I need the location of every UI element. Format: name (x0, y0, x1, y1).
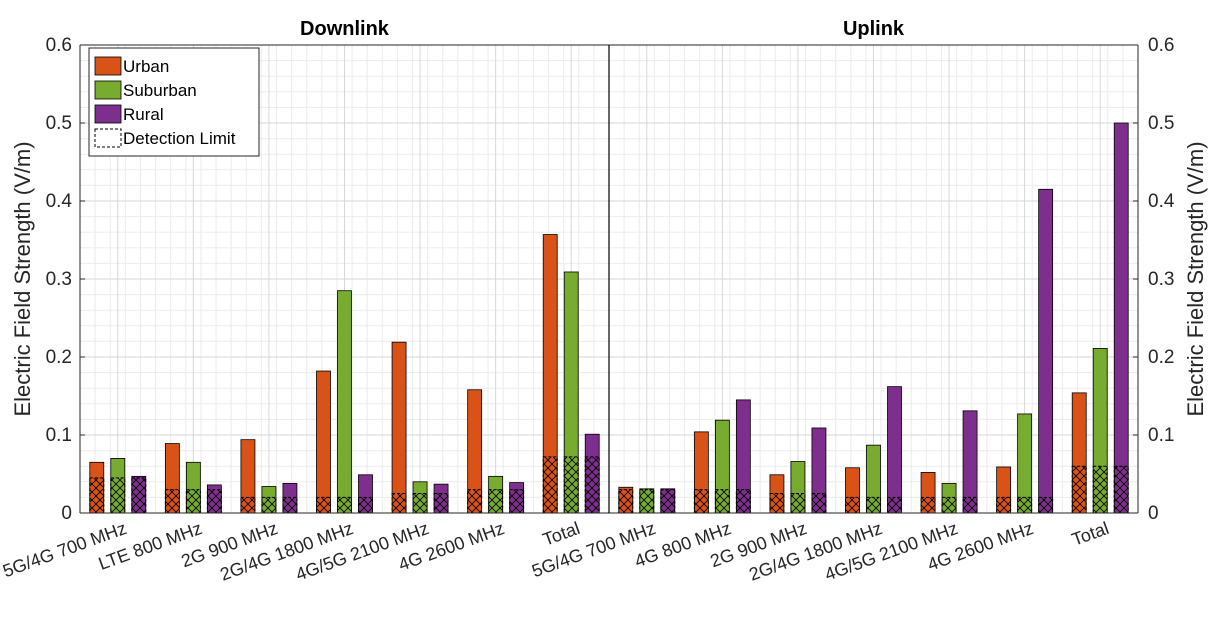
bar-detection-limit (185, 489, 201, 514)
bar-detection-limit (1071, 465, 1087, 514)
legend-label: Suburban (123, 81, 197, 100)
legend-label: Detection Limit (123, 129, 236, 148)
y-tick-label-right: 0.2 (1148, 347, 1174, 368)
y-axis-label-left: Electric Field Strength (V/m) (10, 141, 35, 416)
bar-detection-limit (790, 493, 806, 514)
legend-swatch-suburban (94, 80, 122, 100)
y-tick-label-right: 0 (1148, 503, 1159, 524)
legend-label: Urban (123, 57, 169, 76)
y-tick-label-left: 0.1 (46, 425, 72, 446)
bar-rural (1113, 122, 1129, 514)
bar-detection-limit (488, 489, 504, 514)
bar-detection-limit (887, 496, 902, 514)
bar-detection-limit (639, 489, 655, 514)
legend-swatch-urban (94, 56, 122, 76)
y-tick-label-left: 0 (61, 503, 72, 524)
bar-detection-limit (845, 496, 860, 514)
bar-detection-limit (110, 477, 126, 514)
y-tick-label-left: 0.3 (46, 269, 72, 290)
bar-detection-limit (996, 496, 1012, 514)
y-tick-label-right: 0.1 (1148, 425, 1174, 446)
axes-layer (79, 44, 1139, 514)
bar-detection-limit (337, 496, 352, 514)
bar-detection-limit (261, 496, 277, 514)
bar-detection-limit (1038, 496, 1054, 514)
legend-label: Rural (123, 105, 164, 124)
y-tick-label-left: 0.4 (46, 191, 73, 212)
bar-detection-limit (89, 477, 105, 514)
bar-detection-limit (941, 496, 957, 514)
bar-detection-limit (412, 493, 428, 514)
bar-detection-limit (467, 489, 483, 514)
chart-title: Uplink (843, 18, 905, 40)
bar-detection-limit (769, 493, 785, 514)
bar-detection-limit (358, 496, 373, 514)
y-axis-label-right: Electric Field Strength (V/m) (1183, 141, 1208, 416)
bar-detection-limit (164, 489, 180, 514)
bar-detection-limit (1017, 496, 1033, 514)
bar-detection-limit (433, 493, 449, 514)
bar-detection-limit (962, 496, 978, 514)
bar-detection-limit (866, 496, 881, 514)
bar-rural (1038, 188, 1054, 514)
y-tick-label-left: 0.6 (46, 35, 72, 56)
legend: Urban Suburban Rural Detection Limit (88, 47, 260, 157)
bar-detection-limit (920, 496, 936, 514)
y-tick-label-right: 0.6 (1148, 35, 1174, 56)
bar-detection-limit (714, 489, 730, 514)
bar-detection-limit (131, 477, 147, 514)
legend-swatch-detection-limit (94, 128, 122, 148)
bar-detection-limit (735, 489, 751, 514)
bar-rural (887, 386, 902, 514)
y-tick-label-right: 0.5 (1148, 113, 1174, 134)
y-tick-label-left: 0.2 (46, 347, 72, 368)
legend-swatch-rural (94, 104, 122, 124)
y-tick-label-right: 0.4 (1148, 191, 1175, 212)
y-tick-label-left: 0.5 (46, 113, 72, 134)
bar-urban (391, 341, 407, 514)
bar-detection-limit (563, 456, 579, 514)
chart-title: Downlink (300, 18, 390, 40)
bar-detection-limit (693, 489, 709, 514)
bar-suburban (337, 290, 352, 514)
bar-detection-limit (1113, 465, 1129, 514)
y-tick-label-right: 0.3 (1148, 269, 1174, 290)
bar-detection-limit (584, 456, 600, 514)
bar-detection-limit (811, 493, 827, 514)
bar-detection-limit (618, 489, 634, 514)
bar-detection-limit (240, 496, 256, 514)
bar-detection-limit (660, 489, 676, 514)
bar-detection-limit (282, 496, 298, 514)
bar-detection-limit (206, 489, 222, 514)
bar-detection-limit (509, 489, 525, 514)
bar-detection-limit (1092, 465, 1108, 514)
bar-urban (316, 370, 331, 514)
bar-detection-limit (542, 456, 558, 514)
bar-detection-limit (316, 496, 331, 514)
x-tick-label: Total (1069, 518, 1112, 550)
bar-detection-limit (391, 493, 407, 514)
